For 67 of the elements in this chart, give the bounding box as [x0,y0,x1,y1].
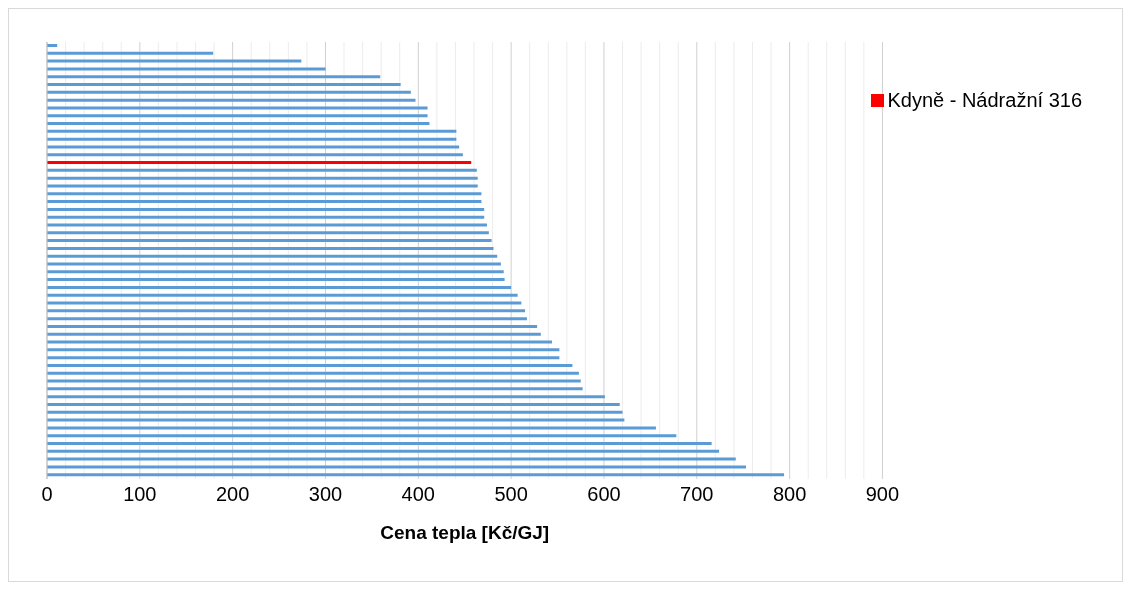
bar [47,51,214,55]
bar [47,426,656,430]
bar [47,59,302,63]
bar [47,83,401,87]
bar [47,145,460,149]
bar [47,410,623,414]
bar [47,301,522,305]
bar [47,176,478,180]
bar [47,449,720,453]
bar [47,340,552,344]
bar [47,278,505,282]
bar [47,161,472,165]
x-tick-label: 700 [680,483,714,506]
bar [47,254,498,258]
bar [47,457,736,461]
bar [47,215,485,219]
bar [47,348,560,352]
bar [47,309,526,313]
bar [47,231,489,235]
bar [47,262,501,266]
bar [47,90,411,94]
bar [47,324,538,328]
bar [47,122,430,126]
x-tick-label: 100 [123,483,157,506]
bar [47,67,326,71]
bar [47,270,504,274]
bar [47,207,485,211]
bar [47,246,494,250]
x-tick-label: 400 [401,483,435,506]
bar [47,239,492,243]
bar [47,114,428,118]
bar [47,434,677,438]
bar [47,137,457,141]
bar [47,402,620,406]
bar [47,168,477,172]
bar [47,153,463,157]
bar [47,473,785,477]
bar [47,223,487,227]
x-tick-label: 900 [865,483,900,506]
bar [47,465,746,469]
bar [47,192,482,196]
legend-label: Kdyně - Nádražní 316 [887,89,1082,112]
x-tick-label: 0 [41,483,53,506]
bar [47,379,581,383]
bar [47,75,381,79]
bar [47,184,478,188]
x-tick-label: 300 [308,483,343,506]
bar [47,317,527,321]
bar [47,285,512,289]
bar [47,129,457,133]
bar [47,98,416,102]
bar [47,441,712,445]
x-tick-label: 800 [772,483,807,506]
bar [47,418,625,422]
bar [47,356,560,360]
x-tick-label: 200 [215,483,250,506]
bar [47,293,518,297]
bar [47,200,482,204]
x-tick-label: 500 [494,483,528,506]
x-axis-title: Cena tepla [Kč/GJ] [380,522,550,543]
bar [47,371,579,375]
bar [47,395,605,399]
bar [47,363,573,367]
bar [47,387,583,391]
x-tick-label: 600 [587,483,621,506]
bar [47,106,428,110]
bar [47,332,541,336]
